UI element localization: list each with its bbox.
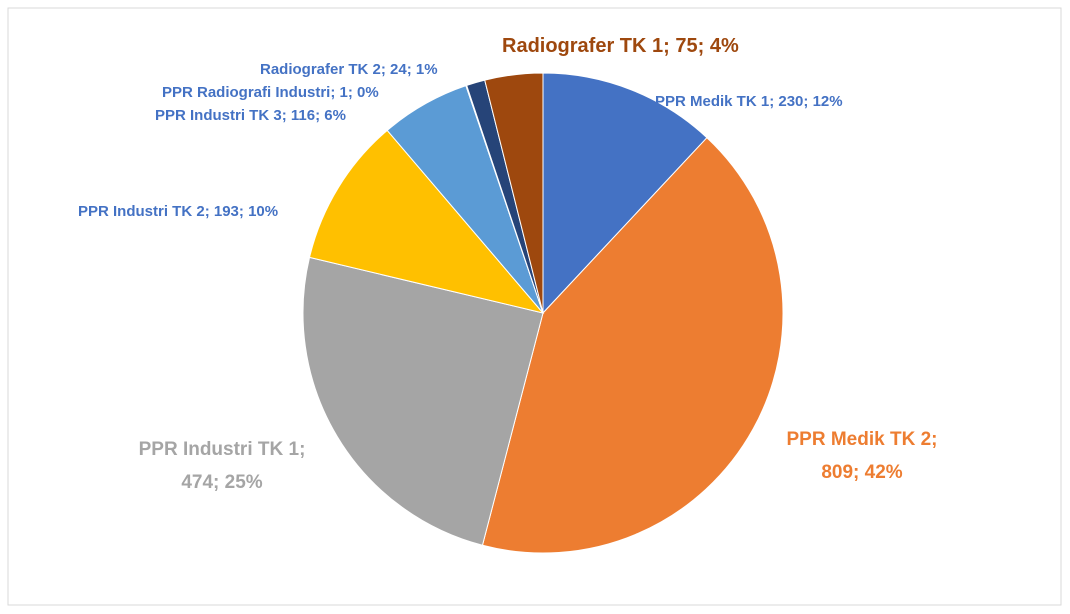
data-label: PPR Medik TK 1; 230; 12%	[655, 93, 843, 110]
data-label: PPR Radiografi Industri; 1; 0%	[162, 84, 379, 101]
label-category: Radiografer TK 2	[260, 61, 381, 78]
label-category: PPR Industri TK 2	[78, 203, 205, 220]
label-value: 230	[778, 93, 803, 110]
label-percent: 4%	[710, 35, 739, 57]
label-value: 75	[675, 35, 697, 57]
pie-slice	[308, 129, 545, 314]
label-value: 809	[821, 462, 853, 483]
label-percent: 6%	[324, 107, 346, 124]
label-value: 474	[181, 472, 213, 493]
label-category: PPR Medik TK 2	[787, 429, 932, 450]
label-category: Radiografer TK 1	[502, 35, 663, 57]
label-value: 1	[340, 84, 348, 101]
label-percent: 0%	[357, 84, 379, 101]
label-category: PPR Industri TK 1	[139, 439, 300, 460]
pie-slice	[302, 256, 544, 546]
label-percent: 10%	[248, 203, 278, 220]
label-value: 193	[214, 203, 239, 220]
label-value: 116	[291, 107, 315, 124]
data-label: Radiografer TK 1; 75; 4%	[502, 35, 739, 57]
label-percent: 25%	[225, 472, 263, 493]
label-category: PPR Radiografi Industri	[162, 84, 330, 101]
pie-slice	[481, 136, 784, 554]
label-category: PPR Medik TK 1	[655, 93, 769, 110]
label-percent: 1%	[416, 61, 438, 78]
pie-slice	[542, 72, 708, 315]
label-value: 24	[390, 61, 407, 78]
data-label: Radiografer TK 2; 24; 1%	[260, 61, 438, 78]
label-category: PPR Industri TK 3	[155, 107, 282, 124]
data-label: PPR Industri TK 2; 193; 10%	[78, 203, 278, 220]
label-percent: 12%	[813, 93, 843, 110]
data-label: PPR Industri TK 3; 116; 6%	[155, 107, 346, 124]
pie-slice	[484, 72, 544, 314]
label-percent: 42%	[865, 462, 903, 483]
